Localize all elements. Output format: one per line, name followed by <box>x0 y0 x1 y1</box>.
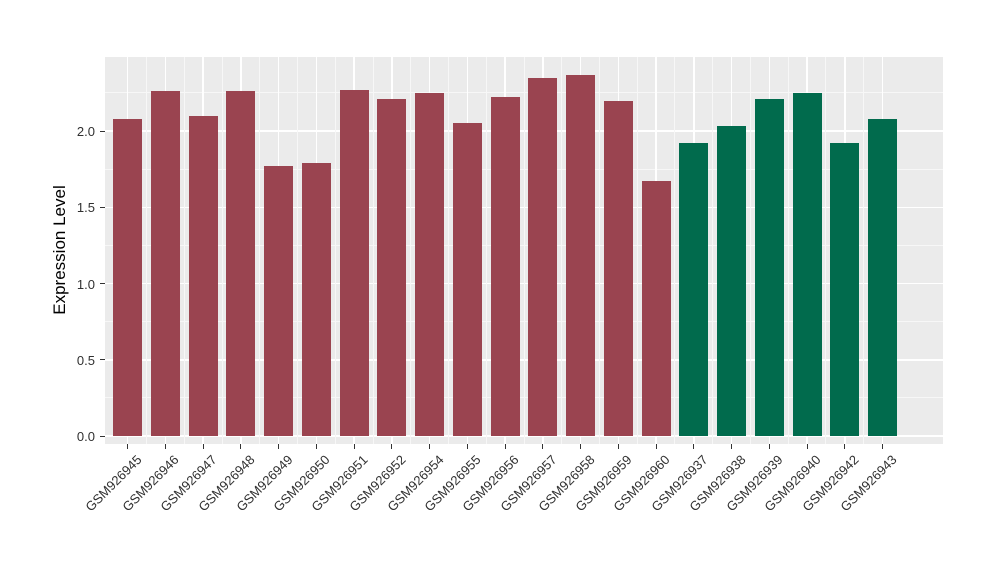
gridline-minor-vertical <box>825 57 827 444</box>
bar-GSM926948 <box>226 91 256 436</box>
x-tick-mark <box>768 444 770 449</box>
bar-GSM926946 <box>150 91 180 436</box>
gridline-minor-vertical <box>749 57 751 444</box>
gridline-minor-vertical <box>372 57 374 444</box>
bar-GSM926938 <box>717 126 747 436</box>
plot-panel <box>105 57 943 444</box>
bar-GSM926952 <box>377 98 407 436</box>
y-tick-label: 1.0 <box>76 276 95 292</box>
bar-GSM926950 <box>301 163 331 436</box>
x-tick-mark <box>504 444 506 449</box>
y-tick-label: 0.5 <box>76 352 95 368</box>
x-tick-mark <box>466 444 468 449</box>
bar-GSM926957 <box>528 77 558 436</box>
x-tick-mark <box>240 444 242 449</box>
gridline-minor-vertical <box>712 57 714 444</box>
bar-GSM926949 <box>264 166 294 436</box>
bar-GSM926960 <box>641 181 671 436</box>
x-tick-mark <box>127 444 129 449</box>
gridline-minor-vertical <box>297 57 298 444</box>
bar-GSM926942 <box>830 143 860 436</box>
gridline-minor-vertical <box>523 57 525 444</box>
gridline-minor-vertical <box>146 57 148 444</box>
gridline-minor-vertical <box>674 57 676 444</box>
gridline-minor-vertical <box>259 57 261 444</box>
x-tick-mark <box>806 444 808 449</box>
y-tick-mark <box>100 130 105 132</box>
gridline-minor-vertical <box>334 57 336 444</box>
x-tick-mark <box>693 444 695 449</box>
x-tick-mark <box>655 444 657 449</box>
bar-GSM926951 <box>339 89 369 436</box>
y-tick-mark <box>100 283 105 284</box>
bar-GSM926954 <box>415 92 445 436</box>
bar-GSM926937 <box>679 143 709 436</box>
gridline-minor-vertical <box>787 57 789 444</box>
gridline-minor-vertical <box>183 57 185 444</box>
gridline-minor-vertical <box>598 57 600 444</box>
x-tick-mark <box>278 444 280 449</box>
x-tick-mark <box>202 444 204 449</box>
x-tick-mark <box>429 444 431 449</box>
y-tick-label: 0.0 <box>76 429 95 444</box>
bar-GSM926940 <box>792 92 822 436</box>
x-tick-mark <box>844 444 846 449</box>
bar-GSM926959 <box>603 100 633 436</box>
x-tick-mark <box>731 444 733 449</box>
gridline-minor-vertical <box>448 57 449 444</box>
x-tick-mark <box>164 444 166 449</box>
gridline-minor-vertical <box>485 57 487 444</box>
bar-GSM926945 <box>113 118 143 436</box>
x-tick-mark <box>617 444 619 449</box>
bar-GSM926958 <box>566 74 596 436</box>
x-tick-mark <box>315 444 317 449</box>
x-tick-mark <box>580 444 582 449</box>
x-tick-mark <box>391 444 393 449</box>
y-tick-mark <box>100 435 105 437</box>
bar-GSM926956 <box>490 97 520 436</box>
y-tick-label: 1.5 <box>76 200 95 216</box>
y-tick-mark <box>100 206 105 208</box>
bar-GSM926943 <box>868 118 898 436</box>
gridline-minor-vertical <box>863 57 865 444</box>
gridline-minor-vertical <box>221 57 223 444</box>
bar-GSM926939 <box>754 98 784 436</box>
x-tick-mark <box>542 444 544 449</box>
x-tick-mark <box>353 444 355 449</box>
y-tick-label: 2.0 <box>76 124 95 139</box>
bar-GSM926947 <box>188 115 218 436</box>
y-tick-mark <box>100 359 105 361</box>
bar-GSM926955 <box>452 123 482 436</box>
gridline-minor-vertical <box>636 57 638 444</box>
gridline-minor-vertical <box>561 57 563 444</box>
gridline-minor-vertical <box>410 57 412 444</box>
x-tick-mark <box>882 444 884 449</box>
